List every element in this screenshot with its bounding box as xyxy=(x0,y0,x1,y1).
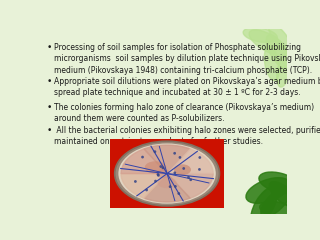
Circle shape xyxy=(141,156,144,158)
Polygon shape xyxy=(121,174,167,198)
Ellipse shape xyxy=(145,161,166,174)
Circle shape xyxy=(134,180,137,183)
Text: •: • xyxy=(47,43,52,52)
Circle shape xyxy=(145,189,148,191)
Circle shape xyxy=(177,192,180,195)
Ellipse shape xyxy=(174,164,191,175)
Ellipse shape xyxy=(266,35,290,69)
Ellipse shape xyxy=(156,169,170,178)
Circle shape xyxy=(154,150,156,153)
Bar xyxy=(110,139,224,208)
Circle shape xyxy=(156,173,159,176)
Ellipse shape xyxy=(118,144,216,204)
Ellipse shape xyxy=(260,202,296,218)
Circle shape xyxy=(157,174,160,177)
Text: All the bacterial colonies exhibiting halo zones were selected, purified and
mai: All the bacterial colonies exhibiting ha… xyxy=(54,126,320,146)
Polygon shape xyxy=(167,174,213,198)
Text: •: • xyxy=(47,103,52,112)
Circle shape xyxy=(198,156,201,159)
Polygon shape xyxy=(167,149,213,174)
Circle shape xyxy=(173,152,176,155)
Circle shape xyxy=(159,165,162,168)
Text: Appropriate soil dilutions were plated on Pikovskaya’s agar medium by
spread pla: Appropriate soil dilutions were plated o… xyxy=(54,77,320,97)
Circle shape xyxy=(179,156,181,159)
Ellipse shape xyxy=(251,187,277,225)
Ellipse shape xyxy=(243,28,277,42)
Ellipse shape xyxy=(261,187,291,217)
Circle shape xyxy=(182,167,185,170)
Circle shape xyxy=(169,185,172,188)
Ellipse shape xyxy=(269,182,298,207)
Ellipse shape xyxy=(268,24,291,49)
Polygon shape xyxy=(121,149,167,174)
Polygon shape xyxy=(144,174,190,202)
Circle shape xyxy=(162,167,164,169)
Ellipse shape xyxy=(277,55,290,87)
Text: •: • xyxy=(47,126,52,135)
Ellipse shape xyxy=(264,46,279,81)
Ellipse shape xyxy=(115,141,220,206)
Text: Processing of soil samples for isolation of Phosphate solubilizing
microrganisms: Processing of soil samples for isolation… xyxy=(54,43,320,75)
Text: The colonies forming halo zone of clearance (Pikovskaya’s medium)
around them we: The colonies forming halo zone of cleara… xyxy=(54,103,314,123)
Text: •: • xyxy=(47,77,52,85)
Circle shape xyxy=(154,180,157,182)
Ellipse shape xyxy=(157,177,177,188)
Circle shape xyxy=(198,168,201,171)
Polygon shape xyxy=(144,145,190,174)
Ellipse shape xyxy=(259,172,300,194)
Circle shape xyxy=(187,176,190,179)
Ellipse shape xyxy=(246,178,290,203)
Circle shape xyxy=(189,178,192,181)
Ellipse shape xyxy=(249,30,287,55)
Circle shape xyxy=(173,171,176,174)
Circle shape xyxy=(174,185,177,188)
